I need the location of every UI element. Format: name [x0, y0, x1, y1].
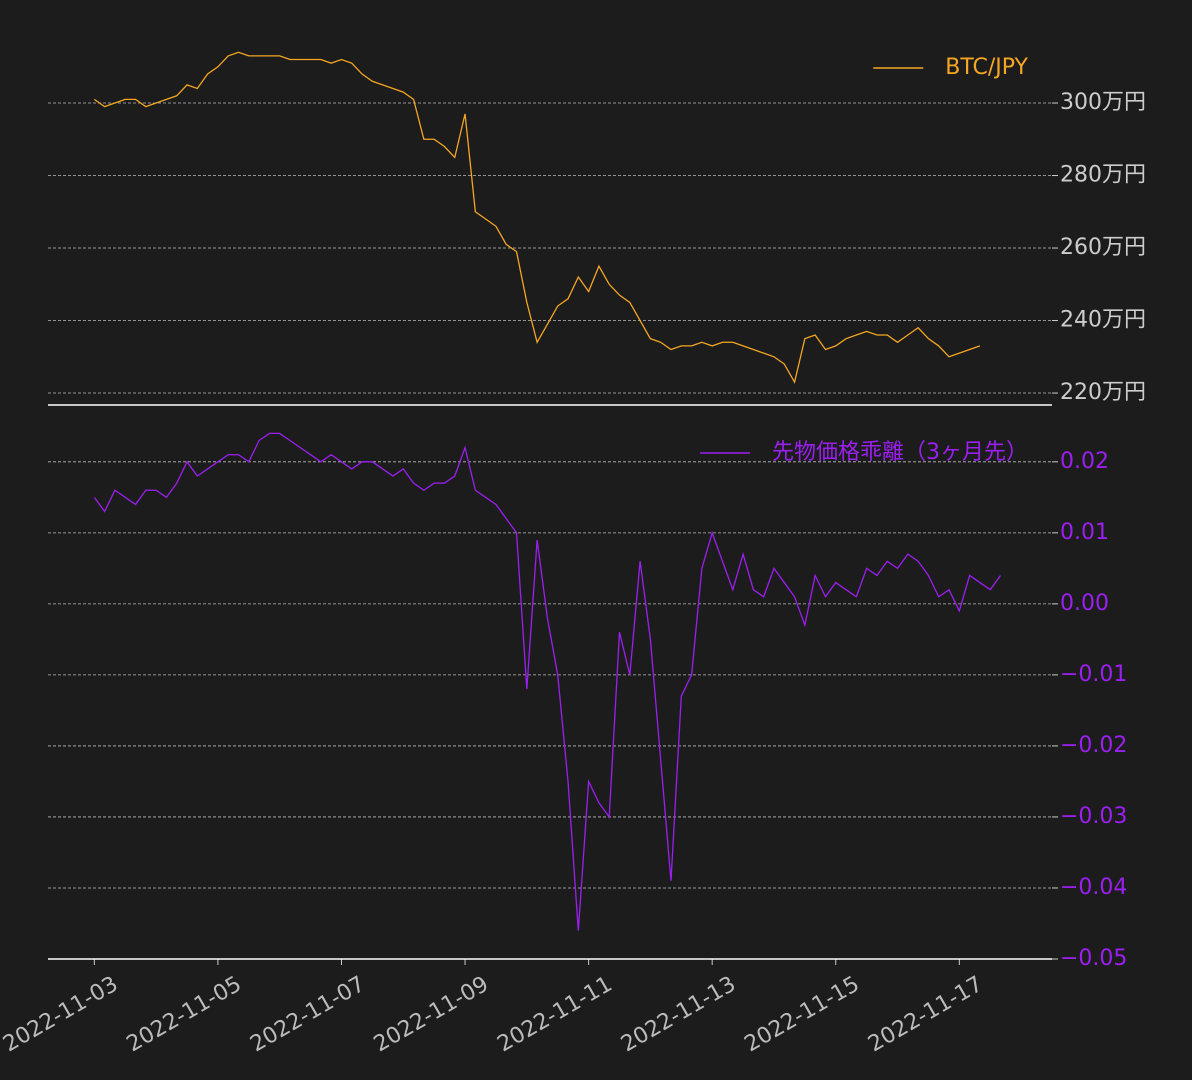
y-tick-label: 0.02	[1060, 449, 1109, 474]
y-tick-label: −0.04	[1060, 875, 1127, 900]
y-tick-label: 280万円	[1060, 163, 1146, 188]
y-tick-label: −0.02	[1060, 733, 1127, 758]
y-tick-label: −0.03	[1060, 804, 1127, 829]
y-tick-label: 220万円	[1060, 380, 1146, 405]
y-tick-label: 240万円	[1060, 308, 1146, 333]
y-tick-label: −0.01	[1060, 662, 1127, 687]
y-tick-label: 0.01	[1060, 520, 1109, 545]
legend-label: BTC/JPY	[945, 55, 1028, 80]
y-tick-label: 260万円	[1060, 235, 1146, 260]
y-tick-label: 0.00	[1060, 591, 1109, 616]
legend-label: 先物価格乖離（3ヶ月先）	[772, 440, 1028, 465]
y-tick-label: −0.05	[1060, 946, 1127, 971]
data-line	[93, 51, 981, 384]
y-tick-label: 300万円	[1060, 90, 1146, 115]
data-line	[93, 432, 1002, 931]
